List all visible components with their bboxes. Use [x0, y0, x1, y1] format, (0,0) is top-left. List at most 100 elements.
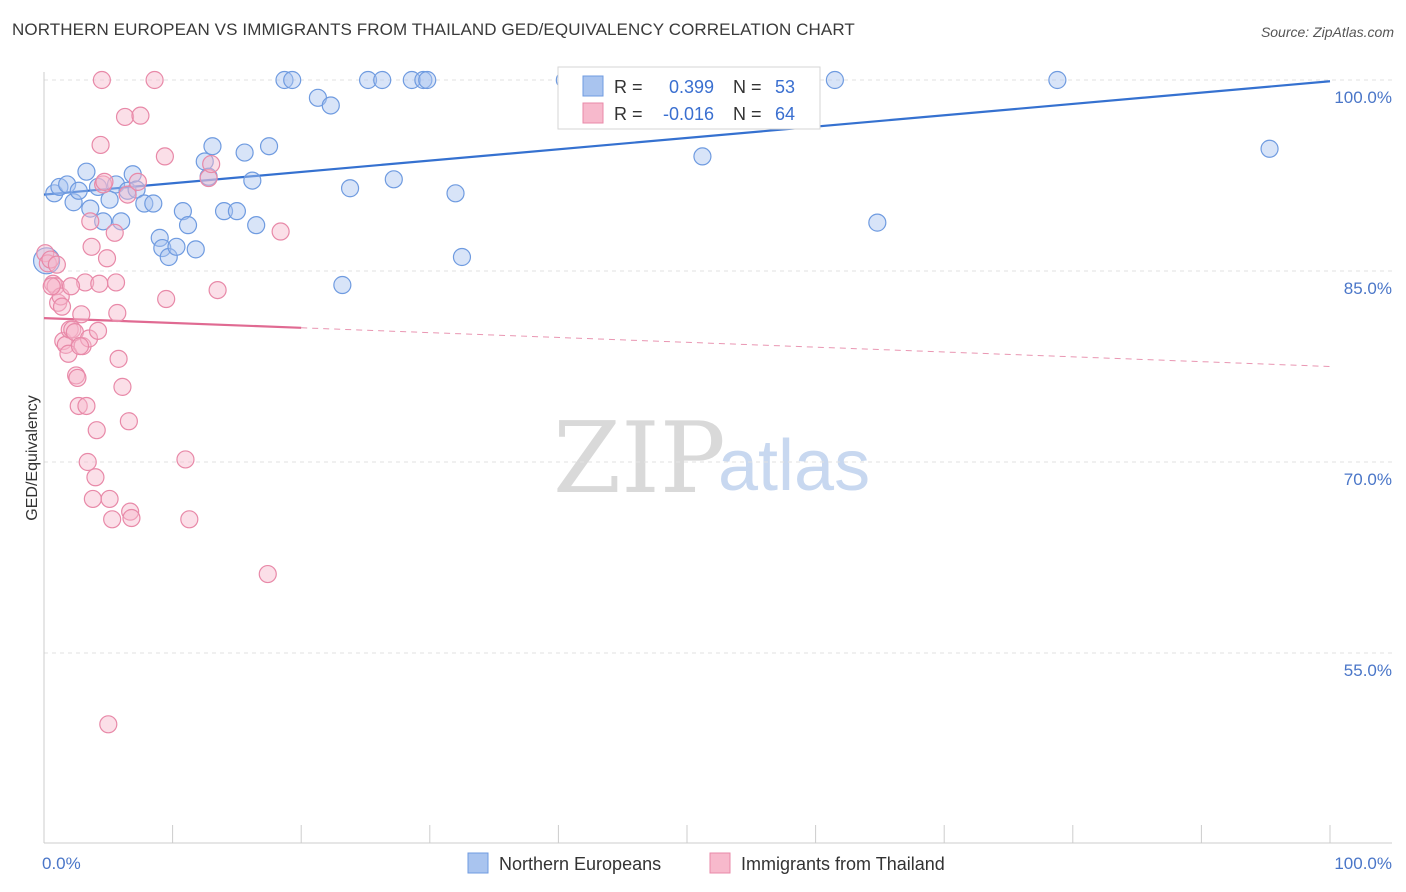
data-points: [32, 70, 1279, 734]
data-point-pink: [155, 147, 174, 166]
data-point-pink: [258, 564, 277, 584]
source-credit: Source: ZipAtlas.com: [1260, 24, 1394, 40]
data-point-pink: [91, 135, 110, 155]
data-point-pink: [87, 421, 106, 440]
data-point-blue: [153, 238, 172, 258]
data-point-pink: [106, 273, 126, 292]
data-point-pink: [202, 154, 221, 174]
data-point-pink: [78, 452, 97, 472]
watermark-zip: ZIP: [553, 402, 726, 516]
data-point-pink: [82, 237, 101, 256]
data-point-pink: [199, 168, 218, 188]
data-point-blue: [186, 240, 205, 259]
data-point-blue: [100, 190, 119, 209]
data-point-blue: [58, 175, 77, 194]
data-point-pink: [118, 185, 137, 204]
data-point-blue: [1260, 139, 1279, 158]
series-legend: Northern Europeans Immigrants from Thail…: [467, 852, 945, 874]
data-point-pink: [131, 106, 150, 125]
data-point-pink: [90, 274, 109, 293]
data-point-pink: [72, 305, 91, 324]
data-point-pink: [105, 223, 124, 242]
trend-line-pink: [43, 317, 302, 329]
data-point-blue: [333, 275, 352, 295]
stats-swatch-blue: [582, 75, 604, 97]
data-point-pink: [63, 320, 82, 339]
legend-swatch-northern-europeans: [467, 852, 489, 874]
data-point-blue: [106, 175, 126, 194]
data-point-pink: [42, 277, 61, 296]
data-point-blue: [214, 202, 234, 221]
data-point-blue: [167, 237, 186, 256]
data-point-pink: [52, 297, 72, 316]
data-point-blue: [243, 171, 262, 190]
data-point-pink: [122, 508, 141, 528]
data-point-blue: [358, 70, 378, 90]
data-point-pink: [47, 255, 66, 274]
data-point-pink: [109, 349, 128, 368]
axes: [43, 72, 1392, 844]
data-point-blue: [64, 193, 83, 212]
data-point-blue: [247, 216, 266, 235]
data-point-pink: [81, 212, 100, 231]
data-point-pink: [70, 337, 90, 356]
data-point-blue: [178, 216, 198, 235]
data-point-pink: [99, 715, 118, 734]
chart-title: NORTHERN EUROPEAN VS IMMIGRANTS FROM THA…: [12, 20, 855, 39]
data-point-pink: [176, 450, 195, 469]
data-point-pink: [157, 289, 176, 309]
data-point-blue: [94, 212, 113, 231]
stats-r-label-blue: R =: [614, 77, 643, 97]
data-point-blue: [203, 137, 222, 156]
data-point-pink: [100, 489, 119, 509]
data-point-blue: [69, 181, 88, 200]
stats-r-label-pink: R =: [614, 104, 643, 124]
data-point-blue: [235, 143, 254, 162]
data-point-pink: [68, 368, 87, 388]
data-point-blue: [173, 202, 192, 221]
data-point-blue: [452, 247, 472, 267]
data-point-pink: [76, 273, 95, 292]
data-point-pink: [103, 510, 122, 529]
data-point-blue: [414, 70, 433, 90]
y-axis-label: GED/Equivalency: [24, 395, 41, 520]
trend-line-extension-pink: [301, 327, 1331, 367]
data-point-pink: [271, 222, 290, 241]
data-point-pink: [97, 249, 117, 268]
y-tick-label: 100.0%: [1334, 88, 1392, 107]
data-point-blue: [384, 170, 403, 189]
trend-lines: [43, 80, 1331, 367]
data-point-blue: [77, 162, 96, 181]
data-point-blue: [1048, 70, 1067, 90]
watermark-atlas: atlas: [718, 426, 870, 506]
legend-label-immigrants-from-thailand: Immigrants from Thailand: [741, 854, 945, 874]
data-point-pink: [83, 489, 102, 509]
data-point-blue: [373, 70, 392, 90]
data-point-pink: [208, 281, 227, 300]
data-point-pink: [92, 70, 111, 90]
data-point-blue: [127, 180, 146, 199]
data-point-pink: [113, 377, 132, 396]
data-point-blue: [868, 213, 887, 232]
stats-legend: R = 0.399 N = 53 R = -0.016 N = 64: [557, 66, 821, 130]
data-point-pink: [69, 396, 88, 416]
data-point-pink: [115, 107, 135, 127]
legend-swatch-immigrants-from-thailand: [709, 852, 731, 874]
data-point-blue: [340, 179, 360, 198]
data-point-blue: [283, 70, 302, 90]
data-point-blue: [81, 199, 100, 218]
grid-lines: [44, 79, 1392, 654]
data-point-pink: [95, 172, 114, 191]
legend-label-northern-europeans: Northern Europeans: [499, 854, 661, 874]
data-point-pink: [145, 70, 164, 90]
stats-n-label-blue: N =: [733, 77, 762, 97]
data-point-pink: [88, 321, 108, 340]
data-point-blue: [446, 184, 465, 203]
data-point-blue: [259, 137, 279, 156]
stats-r-value-blue: 0.399: [669, 77, 714, 97]
y-tick-label: 85.0%: [1344, 279, 1392, 298]
x-tick-label-max: 100.0%: [1334, 854, 1392, 873]
stats-n-label-pink: N =: [733, 104, 762, 124]
data-point-blue: [144, 194, 163, 213]
